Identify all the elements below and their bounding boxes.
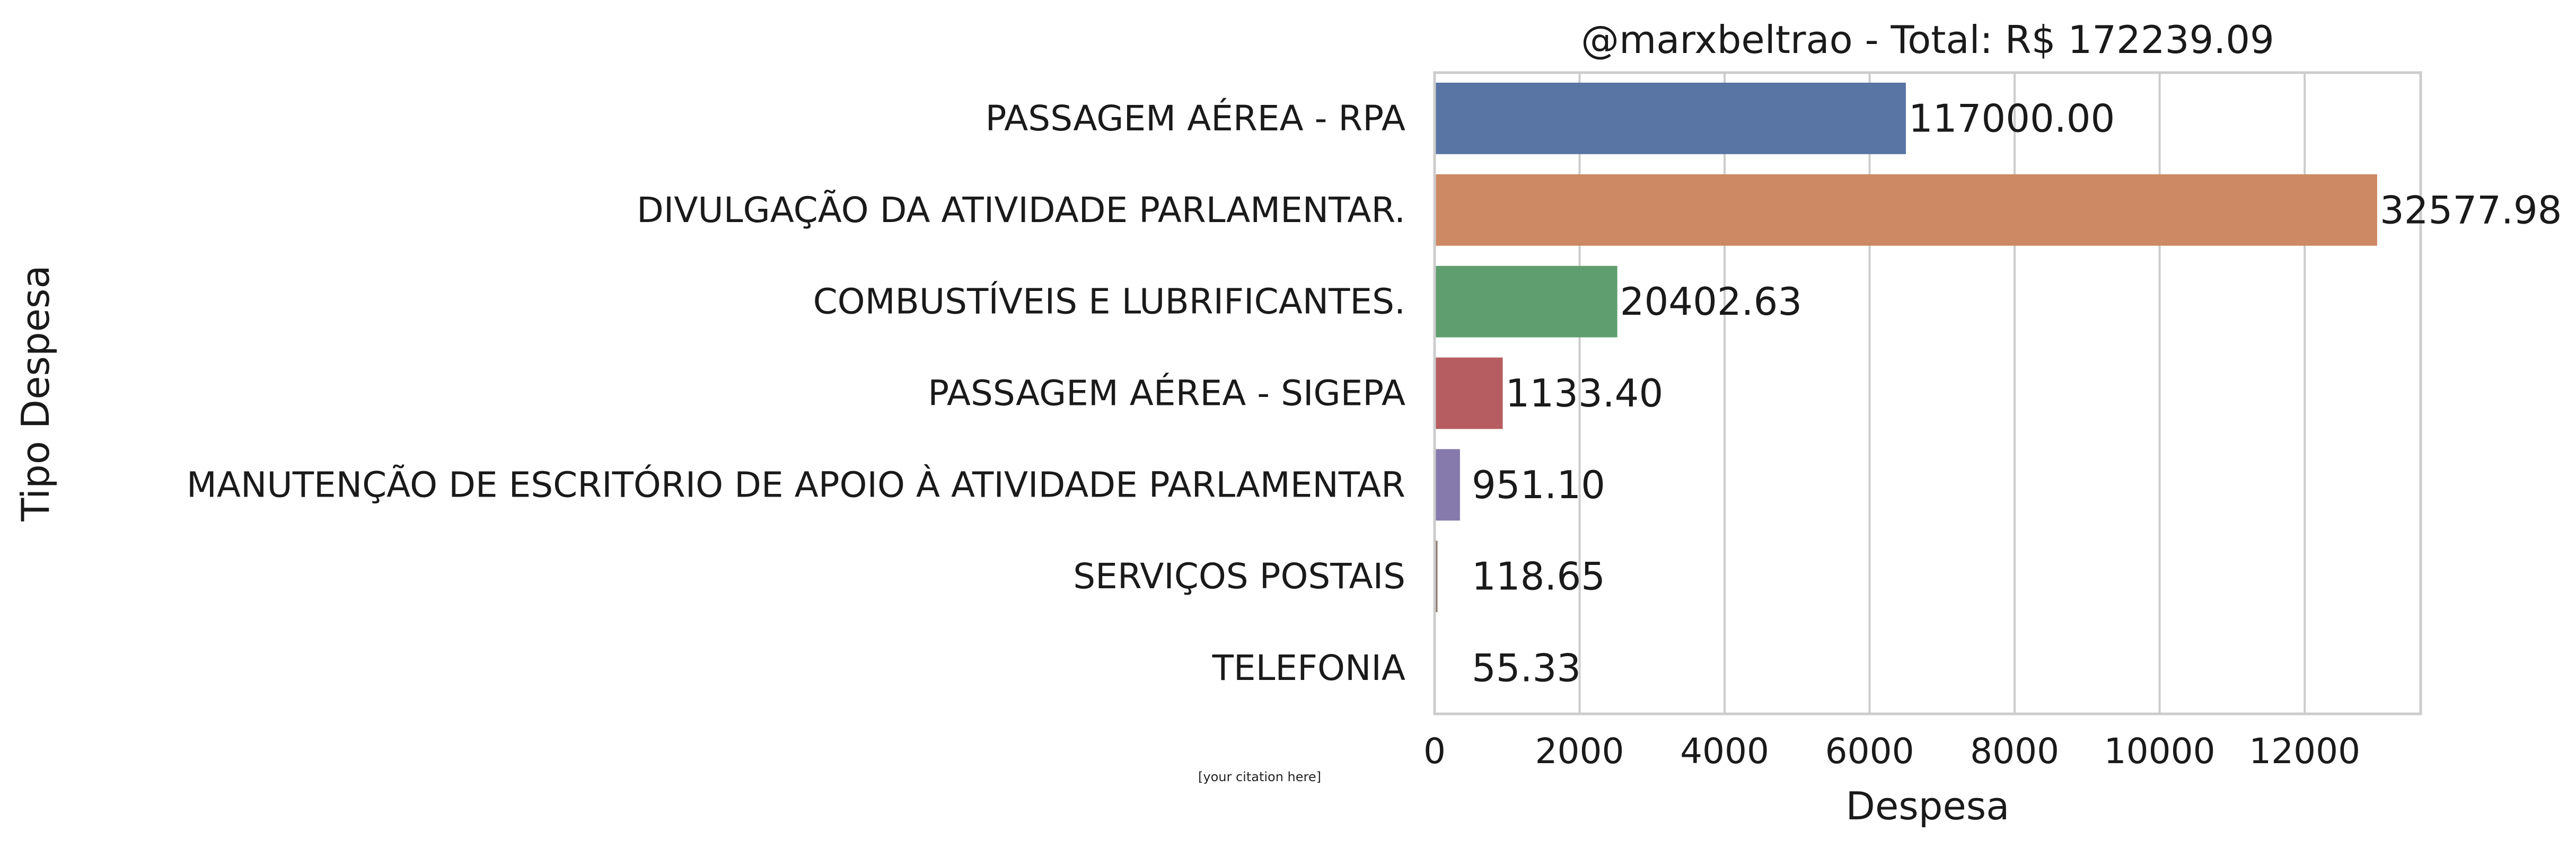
category-label: DIVULGAÇÃO DA ATIVIDADE PARLAMENTAR. [637, 190, 1405, 231]
category-labels: PASSAGEM AÉREA - RPA DIVULGAÇÃO DA ATIVID… [187, 98, 1405, 688]
bar-value-labels: 117000.00 32577.98 20402.63 1133.40 951.10 11… [1472, 96, 2562, 690]
x-tick-label: 12000 [2249, 731, 2360, 772]
bar-value-label: 32577.98 [2380, 188, 2562, 232]
x-tick-label: 10000 [2104, 731, 2215, 772]
x-tick-label: 6000 [1825, 731, 1914, 772]
x-tick-label: 4000 [1680, 731, 1769, 772]
bar-value-label: 55.33 [1472, 646, 1581, 691]
y-axis-label: Tipo Despesa [13, 265, 58, 521]
category-label: TELEFONIA [1212, 648, 1405, 688]
bar [1435, 357, 1503, 429]
x-tick-label: 2000 [1535, 731, 1624, 772]
x-tick-label: 0 [1423, 731, 1446, 772]
x-tick-label: 8000 [1970, 731, 2059, 772]
category-label: MANUTENÇÃO DE ESCRITÓRIO DE APOIO À ATIV… [187, 464, 1405, 505]
category-label: PASSAGEM AÉREA - SIGEPA [928, 373, 1405, 414]
x-axis-label: Despesa [1846, 784, 2010, 828]
category-label: SERVIÇOS POSTAIS [1073, 556, 1405, 597]
bar [1435, 266, 1617, 338]
bar [1435, 541, 1438, 613]
bar-value-label: 20402.63 [1620, 279, 1803, 324]
category-label: COMBUSTÍVEIS E LUBRIFICANTES. [813, 281, 1405, 322]
chart-title: @marxbeltrao - Total: R$ 172239.09 [1581, 17, 2274, 62]
bar [1435, 174, 2377, 246]
bar-value-label: 117000.00 [1909, 96, 2115, 140]
bar [1435, 449, 1460, 521]
plot-frame [1433, 71, 2422, 715]
citation-note: [your citation here] [1198, 770, 1321, 784]
category-label: PASSAGEM AÉREA - RPA [986, 98, 1405, 139]
bar-value-label: 118.65 [1472, 554, 1605, 599]
bars [1435, 83, 2377, 704]
x-tick-labels: 0 2000 4000 6000 8000 10000 12000 [1423, 731, 2360, 772]
bar-value-label: 1133.40 [1506, 371, 1664, 415]
bar-value-label: 951.10 [1472, 463, 1605, 507]
bar [1435, 83, 1906, 154]
